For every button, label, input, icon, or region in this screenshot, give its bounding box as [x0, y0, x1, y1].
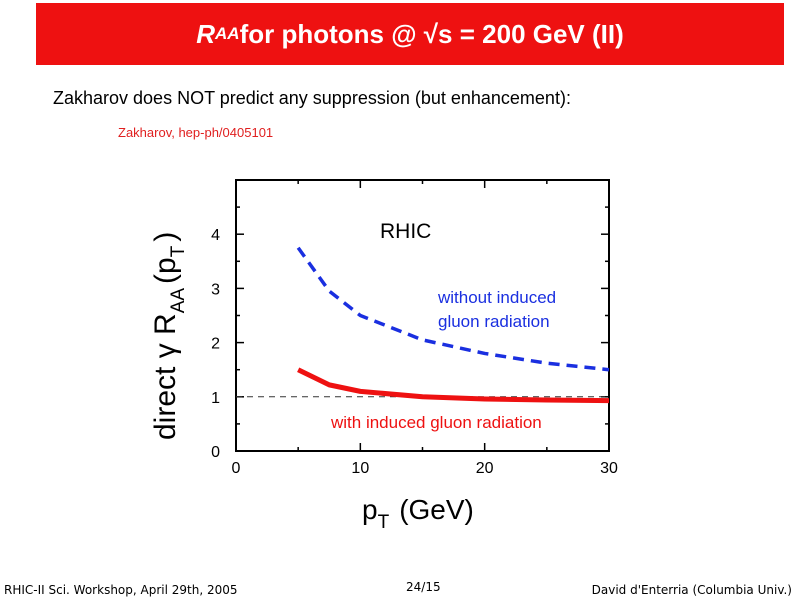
series-line-with-induced — [297, 367, 610, 404]
title-rest: for photons @ √s = 200 GeV (II) — [239, 18, 624, 49]
footer-workshop: RHIC-II Sci. Workshop, April 29th, 2005 — [4, 583, 238, 597]
title-r: R — [196, 18, 216, 49]
annotation-rhic: RHIC — [380, 220, 431, 243]
intro-text: Zakharov does NOT predict any suppressio… — [53, 88, 571, 108]
x-tick-label: 30 — [600, 460, 618, 477]
y-tick-label: 3 — [211, 281, 220, 298]
title-subscript: AA — [215, 24, 240, 43]
series-label-without-line1: without induced — [437, 288, 556, 307]
x-tick-label: 20 — [476, 460, 494, 477]
series-label-with: with induced gluon radiation — [330, 413, 542, 432]
footer-page-number: 24/15 — [406, 580, 441, 594]
y-tick-label: 0 — [211, 444, 220, 461]
x-tick-label: 0 — [232, 460, 241, 477]
series-label-without-line2: gluon radiation — [438, 312, 550, 331]
slide-title: R AA for photons @ √s = 200 GeV (II) — [36, 3, 784, 65]
y-tick-label: 1 — [211, 390, 220, 407]
footer-author: David d'Enterria (Columbia Univ.) — [591, 583, 792, 597]
citation: Zakharov, hep-ph/0405101 — [118, 125, 274, 140]
y-tick-label: 2 — [211, 336, 220, 353]
x-axis-label: pT (GeV) — [362, 494, 474, 533]
y-tick-label: 4 — [211, 227, 220, 244]
y-axis-label: direct γ RAA(pT) — [149, 232, 189, 440]
x-tick-label: 10 — [351, 460, 369, 477]
series-line-without-induced — [296, 246, 610, 372]
